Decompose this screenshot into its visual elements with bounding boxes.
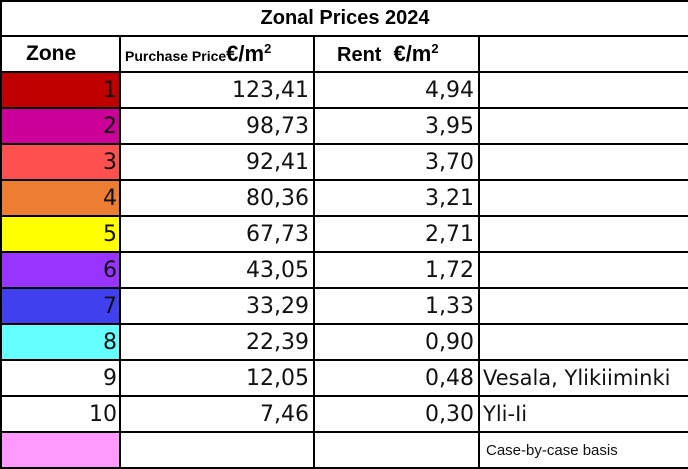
title-row: Zonal Prices 2024 xyxy=(0,0,688,37)
rent-cell: 3,70 xyxy=(313,143,480,181)
purchase-price-unit-exponent: 2 xyxy=(264,40,272,56)
header-row: Zone Purchase Price€/m2 Rent €/m2 xyxy=(0,35,688,73)
zone-cell: 1 xyxy=(0,71,121,109)
rent-unit-exponent: 2 xyxy=(431,40,439,56)
purchase-price-cell: 12,05 xyxy=(119,359,315,397)
zone-cell: 5 xyxy=(0,215,121,253)
purchase-price-cell: 7,46 xyxy=(119,395,315,433)
zone-cell: 4 xyxy=(0,179,121,217)
purchase-price-cell: 98,73 xyxy=(119,107,315,145)
purchase-price-cell: 80,36 xyxy=(119,179,315,217)
purchase-price-unit: €/m xyxy=(226,41,265,66)
zone-cell: 7 xyxy=(0,287,121,325)
zone-cell: 2 xyxy=(0,107,121,145)
table-row: 7 33,29 1,33 xyxy=(0,287,688,325)
note-cell xyxy=(477,323,688,361)
rent-cell: 1,72 xyxy=(313,251,480,289)
table-row: 9 12,05 0,48 Vesala, Ylikiiminki xyxy=(0,359,688,397)
zone-cell: 6 xyxy=(0,251,121,289)
purchase-price-header: Purchase Price€/m2 xyxy=(119,35,315,73)
purchase-price-label: Purchase Price xyxy=(125,48,227,64)
note-cell: Yli-Ii xyxy=(477,395,688,433)
purchase-price-cell: 67,73 xyxy=(119,215,315,253)
rent-cell: 0,48 xyxy=(313,359,480,397)
zone-cell: 3 xyxy=(0,143,121,181)
purchase-price-cell: 123,41 xyxy=(119,71,315,109)
table-row: 10 7,46 0,30 Yli-Ii xyxy=(0,395,688,433)
zone-header: Zone xyxy=(0,35,121,73)
rent-cell: 0,30 xyxy=(313,395,480,433)
note-cell xyxy=(477,143,688,181)
rent-cell: 3,21 xyxy=(313,179,480,217)
table-title: Zonal Prices 2024 xyxy=(0,0,688,37)
note-cell xyxy=(477,251,688,289)
note-cell xyxy=(477,179,688,217)
rent-header: Rent €/m2 xyxy=(313,35,480,73)
purchase-price-cell: 92,41 xyxy=(119,143,315,181)
rent-label: Rent xyxy=(337,44,382,66)
table-row: 3 92,41 3,70 xyxy=(0,143,688,181)
note-cell: Vesala, Ylikiiminki xyxy=(477,359,688,397)
rent-cell: 1,33 xyxy=(313,287,480,325)
table-row: 4 80,36 3,21 xyxy=(0,179,688,217)
zone-cell: 9 xyxy=(0,359,121,397)
purchase-price-cell: 33,29 xyxy=(119,287,315,325)
note-cell xyxy=(477,215,688,253)
rent-cell: 4,94 xyxy=(313,71,480,109)
purchase-price-cell: 43,05 xyxy=(119,251,315,289)
zone-cell: 8 xyxy=(0,323,121,361)
rent-cell: 2,71 xyxy=(313,215,480,253)
table-row: 5 67,73 2,71 xyxy=(0,215,688,253)
zone-cell: 10 xyxy=(0,395,121,433)
rent-unit: €/m xyxy=(393,41,432,66)
notes-header xyxy=(477,35,688,73)
table-row: 1 123,41 4,94 xyxy=(0,71,688,109)
rent-cell: 0,90 xyxy=(313,323,480,361)
note-cell xyxy=(477,107,688,145)
note-cell xyxy=(477,71,688,109)
table-row: 6 43,05 1,72 xyxy=(0,251,688,289)
purchase-price-cell: 22,39 xyxy=(119,323,315,361)
table-row: 2 98,73 3,95 xyxy=(0,107,688,145)
rent-cell: 3,95 xyxy=(313,107,480,145)
table-row: 8 22,39 0,90 xyxy=(0,323,688,361)
note-cell xyxy=(477,287,688,325)
